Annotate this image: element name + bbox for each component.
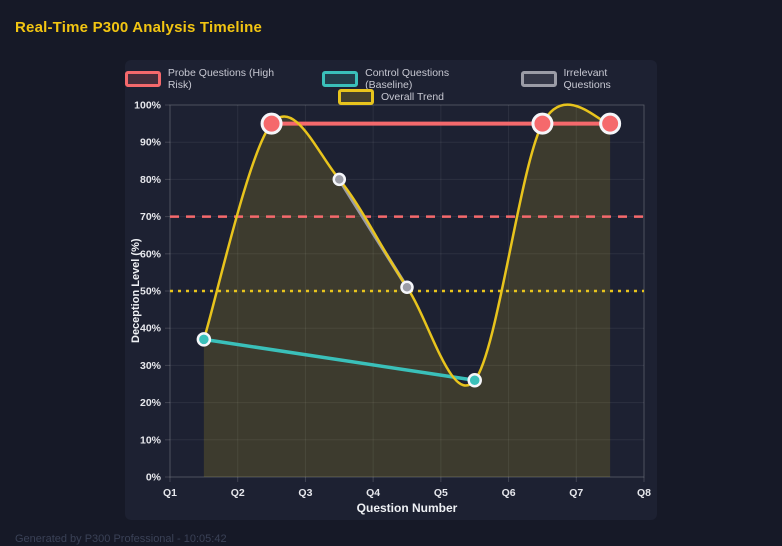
- data-point[interactable]: [196, 332, 212, 347]
- data-point[interactable]: [599, 112, 622, 135]
- y-tick-label: 50%: [140, 286, 162, 298]
- data-point[interactable]: [400, 280, 414, 295]
- legend-label: Control Questions (Baseline): [365, 67, 450, 91]
- timeline-chart: 0% 10% 20% 30% 40% 50% 60% 70% 80% 90% 100% Q1 Q2 Q3 Q…: [134, 100, 651, 500]
- y-tick-label: 20%: [140, 397, 162, 409]
- legend-item[interactable]: Overall Trend: [337, 89, 445, 105]
- y-tick-label: 30%: [140, 360, 162, 372]
- chart-panel: 0% 10% 20% 30% 40% 50% 60% 70% 80% 90% 100% Q1 Q2 Q3 Q…: [125, 60, 657, 520]
- footer-note: Generated by P300 Professional - 10:05:4…: [15, 533, 227, 545]
- x-tick-label: Q6: [502, 487, 516, 499]
- x-tick-label: Q3: [298, 487, 312, 499]
- data-point[interactable]: [467, 373, 482, 388]
- legend-row-2: Overall Trend: [125, 89, 657, 105]
- x-tick-label: Q5: [434, 487, 448, 499]
- x-tick-label: Q2: [231, 487, 245, 499]
- legend-swatch-icon: [520, 71, 557, 87]
- legend-item[interactable]: Irrelevant Questions: [520, 67, 657, 91]
- y-tick-label: 100%: [134, 100, 162, 112]
- legend-row-1: Probe Questions (High Risk) Control Quest…: [125, 67, 657, 91]
- legend-swatch-icon: [337, 89, 374, 105]
- legend-item[interactable]: Control Questions (Baseline): [322, 67, 498, 91]
- y-tick-label: 40%: [140, 323, 162, 335]
- series-line: [202, 337, 477, 383]
- legend-item[interactable]: Probe Questions (High Risk): [125, 67, 300, 91]
- y-tick-label: 70%: [140, 211, 162, 223]
- data-point[interactable]: [332, 172, 347, 187]
- x-tick-label: Q1: [163, 487, 177, 499]
- x-axis-title: Question Number: [356, 501, 458, 515]
- x-tick-label: Q7: [569, 487, 583, 499]
- y-tick-label: 80%: [140, 174, 162, 186]
- y-tick-label: 10%: [140, 434, 162, 446]
- data-point[interactable]: [531, 112, 554, 135]
- x-tick-label: Q4: [366, 487, 380, 499]
- y-tick-label: 90%: [140, 137, 162, 149]
- data-point[interactable]: [260, 112, 283, 135]
- x-tick-label: Q8: [637, 487, 651, 499]
- legend-swatch-icon: [125, 71, 161, 87]
- legend-label: Irrelevant Questions: [563, 67, 611, 91]
- legend-swatch-icon: [322, 71, 359, 87]
- y-tick-label: 0%: [146, 472, 162, 484]
- legend-label: Probe Questions (High Risk): [167, 67, 275, 91]
- page-title: Real-Time P300 Analysis Timeline: [15, 19, 263, 36]
- legend-label: Overall Trend: [380, 91, 445, 103]
- y-axis-title: Deception Level (%): [130, 238, 142, 344]
- y-tick-label: 60%: [140, 248, 162, 260]
